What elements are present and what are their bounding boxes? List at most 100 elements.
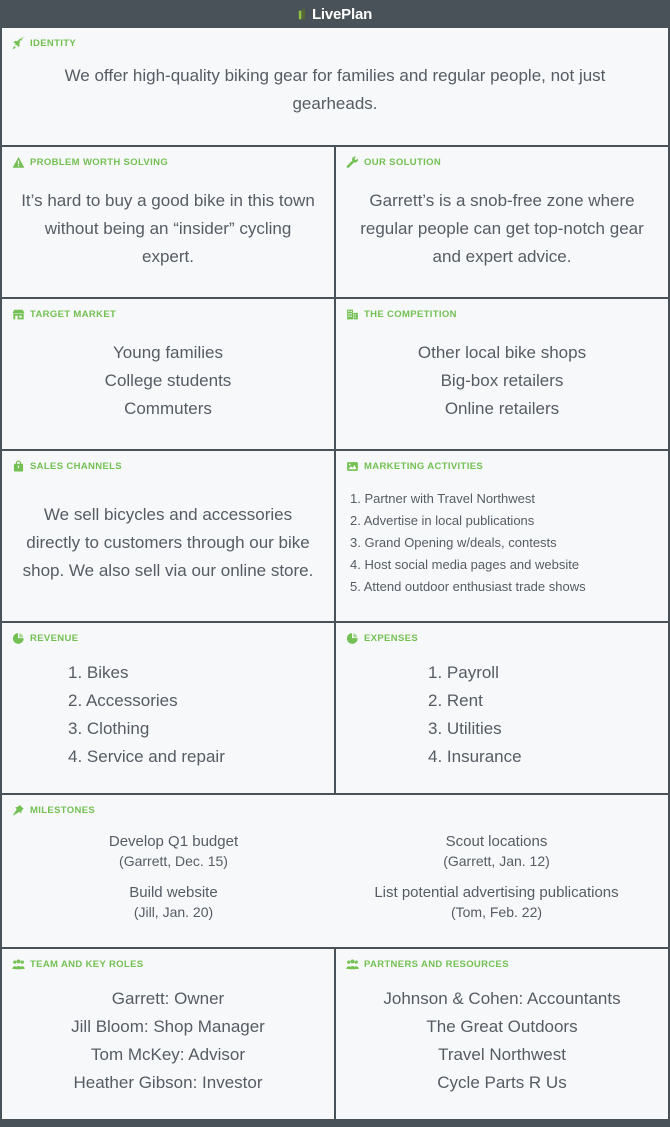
canvas-grid: Identity We offer high-quality biking ge… [0, 28, 670, 1123]
milestone-owner-date: (Garrett, Dec. 15) [119, 852, 228, 869]
identity-text: We offer high-quality biking gear for fa… [64, 66, 606, 113]
list-item: 2. Rent [428, 690, 483, 710]
liveplan-bars-icon [298, 8, 311, 21]
milestones-column-left: Develop Q1 budget (Garrett, Dec. 15) Bui… [12, 833, 335, 921]
cell-target-market[interactable]: Target Market Young families College stu… [2, 299, 334, 449]
cell-body-sales-channels: We sell bicycles and accessories directl… [12, 475, 324, 611]
cell-sales-channels[interactable]: Sales Channels We sell bicycles and acce… [2, 451, 334, 621]
sales-channels-text: We sell bicycles and accessories directl… [22, 505, 314, 580]
list-item: 1. Payroll [428, 662, 499, 682]
cell-expenses[interactable]: Expenses 1. Payroll 2. Rent 3. Utilities… [336, 623, 668, 793]
list-item: 4. Host social media pages and website [350, 556, 580, 572]
row-channels-marketing: Sales Channels We sell bicycles and acce… [2, 451, 668, 621]
pushpin-icon [12, 804, 25, 817]
milestone-name: Develop Q1 budget [108, 833, 239, 850]
list-item: 4. Service and repair [68, 747, 225, 767]
cell-identity[interactable]: Identity We offer high-quality biking ge… [2, 28, 668, 145]
chart-image-icon [346, 460, 359, 473]
milestone-owner-date: (Garrett, Jan. 12) [443, 852, 550, 869]
cell-problem-worth-solving[interactable]: Problem Worth Solving It’s hard to buy a… [2, 147, 334, 297]
partners-list: Johnson & Cohen: Accountants The Great O… [346, 985, 658, 1097]
revenue-list: 1. Bikes 2. Accessories 3. Clothing 4. S… [12, 659, 324, 771]
row-team-partners: Team and Key Roles Garrett: Owner Jill B… [2, 949, 668, 1119]
row-revenue-expenses: Revenue 1. Bikes 2. Accessories 3. Cloth… [2, 623, 668, 793]
row-market-competition: Target Market Young families College stu… [2, 299, 668, 449]
cell-header-milestones: Milestones [12, 804, 658, 817]
list-item: 4. Insurance [428, 747, 522, 767]
cell-header-identity: Identity [12, 37, 658, 50]
pie-chart-icon [346, 632, 359, 645]
milestone-item: Develop Q1 budget (Garrett, Dec. 15) [12, 833, 335, 870]
list-item: Commuters [124, 398, 212, 418]
cell-title-revenue: Revenue [30, 633, 79, 644]
wrench-icon [346, 156, 359, 169]
cell-title-expenses: Expenses [364, 633, 419, 644]
list-item: Garrett: Owner [111, 989, 225, 1009]
list-item: College students [104, 371, 232, 391]
cell-milestones[interactable]: Milestones Develop Q1 budget (Garrett, D… [2, 795, 668, 947]
row-problem-solution: Problem Worth Solving It’s hard to buy a… [2, 147, 668, 297]
row-milestones: Milestones Develop Q1 budget (Garrett, D… [2, 795, 668, 947]
cell-header-competition: The Competition [346, 308, 658, 321]
cell-marketing-activities[interactable]: Marketing Activities 1. Partner with Tra… [336, 451, 668, 621]
cell-body-problem: It’s hard to buy a good bike in this tow… [12, 171, 324, 287]
liveplan-logo[interactable]: LivePlan [298, 7, 372, 22]
milestone-item: List potential advertising publications … [335, 884, 658, 921]
milestone-name: List potential advertising publications [374, 884, 619, 902]
cell-our-solution[interactable]: Our Solution Garrett’s is a snob-free zo… [336, 147, 668, 297]
list-item: Online retailers [444, 398, 560, 418]
cell-title-milestones: Milestones [30, 805, 96, 816]
list-item: 3. Clothing [68, 719, 150, 738]
cell-partners-and-resources[interactable]: Partners and Resources Johnson & Cohen: … [336, 949, 668, 1119]
cell-title-sales-channels: Sales Channels [30, 461, 122, 472]
cell-body-partners: Johnson & Cohen: Accountants The Great O… [346, 973, 658, 1109]
warning-triangle-icon [12, 156, 25, 169]
brand-name: LivePlan [311, 5, 373, 23]
cell-title-solution: Our Solution [364, 157, 442, 168]
list-item: Jill Bloom: Shop Manager [71, 1017, 265, 1037]
cell-header-revenue: Revenue [12, 632, 324, 645]
milestone-item: Build website (Jill, Jan. 20) [12, 884, 335, 921]
list-item: Other local bike shops [417, 343, 587, 363]
list-item: 1. Bikes [68, 662, 129, 682]
list-item: 3. Grand Opening w/deals, contests [350, 535, 557, 551]
users-group-icon [12, 958, 25, 971]
cell-header-expenses: Expenses [346, 632, 658, 645]
list-item: Tom McKey: Advisor [91, 1045, 245, 1064]
competition-list: Other local bike shops Big-box retailers… [346, 339, 658, 423]
rocket-icon [12, 37, 25, 50]
cell-body-identity: We offer high-quality biking gear for fa… [12, 52, 658, 135]
list-item: 2. Accessories [68, 690, 178, 710]
storefront-icon [12, 308, 25, 321]
cell-body-competition: Other local bike shops Big-box retailers… [346, 323, 658, 439]
cell-the-competition[interactable]: The Competition Other local bike shops B… [336, 299, 668, 449]
cell-title-partners: Partners and Resources [364, 959, 509, 970]
cell-header-marketing: Marketing Activities [346, 460, 658, 473]
list-item: Travel Northwest [438, 1045, 566, 1064]
cell-body-solution: Garrett’s is a snob-free zone where regu… [346, 171, 658, 287]
cell-header-partners: Partners and Resources [346, 958, 658, 971]
list-item: The Great Outdoors [426, 1017, 578, 1037]
target-market-list: Young families College students Commuter… [12, 339, 324, 423]
cell-title-target-market: Target Market [30, 309, 117, 320]
team-list: Garrett: Owner Jill Bloom: Shop Manager … [12, 985, 324, 1097]
cell-team-and-key-roles[interactable]: Team and Key Roles Garrett: Owner Jill B… [2, 949, 334, 1119]
list-item: 5. Attend outdoor enthusiast trade shows [350, 578, 586, 594]
users-group-icon [346, 958, 359, 971]
cell-body-team: Garrett: Owner Jill Bloom: Shop Manager … [12, 973, 324, 1109]
cell-body-expenses: 1. Payroll 2. Rent 3. Utilities 4. Insur… [346, 647, 658, 783]
milestones-column-right: Scout locations (Garrett, Jan. 12) List … [335, 833, 658, 921]
list-item: 1. Partner with Travel Northwest [350, 491, 535, 507]
milestone-owner-date: (Jill, Jan. 20) [133, 903, 214, 920]
row-identity: Identity We offer high-quality biking ge… [2, 28, 668, 145]
cell-header-sales-channels: Sales Channels [12, 460, 324, 473]
milestone-item: Scout locations (Garrett, Jan. 12) [335, 833, 658, 870]
cell-title-problem: Problem Worth Solving [30, 157, 169, 168]
cell-body-revenue: 1. Bikes 2. Accessories 3. Clothing 4. S… [12, 647, 324, 783]
cell-revenue[interactable]: Revenue 1. Bikes 2. Accessories 3. Cloth… [2, 623, 334, 793]
app-header: LivePlan [0, 0, 670, 28]
list-item: Young families [113, 343, 223, 363]
solution-text: Garrett’s is a snob-free zone where regu… [360, 191, 644, 266]
pie-chart-icon [12, 632, 25, 645]
